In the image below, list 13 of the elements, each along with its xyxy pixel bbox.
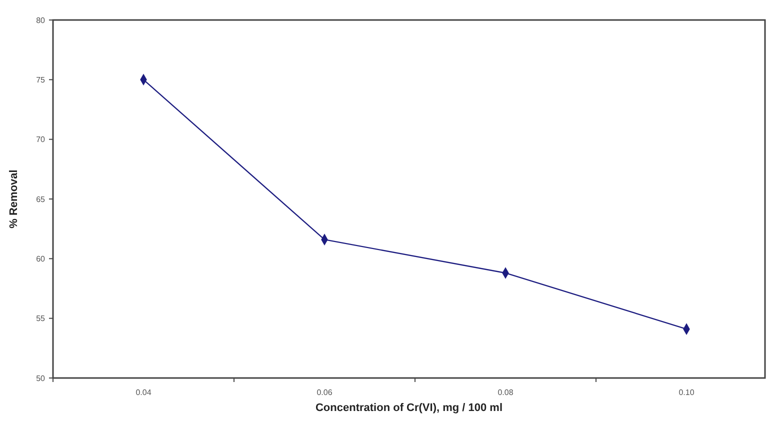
y-axis-title: % Removal [8,170,20,228]
y-tick-label: 70 [36,135,46,144]
y-tick-label: 55 [36,314,46,324]
y-tick-label: 60 [36,254,46,264]
y-tick-label: 50 [36,374,46,383]
y-tick-label: 80 [36,16,46,25]
y-tick-label: 65 [36,194,46,204]
x-tick-label: 0.04 [136,388,152,397]
y-tick-label: 75 [36,75,46,84]
x-tick-label: 0.08 [498,388,514,397]
x-tick-label: 0.10 [678,388,695,397]
x-tick-label: 0.06 [316,388,333,397]
x-axis-title: Concentration of Cr(VI), mg / 100 ml [315,402,503,414]
